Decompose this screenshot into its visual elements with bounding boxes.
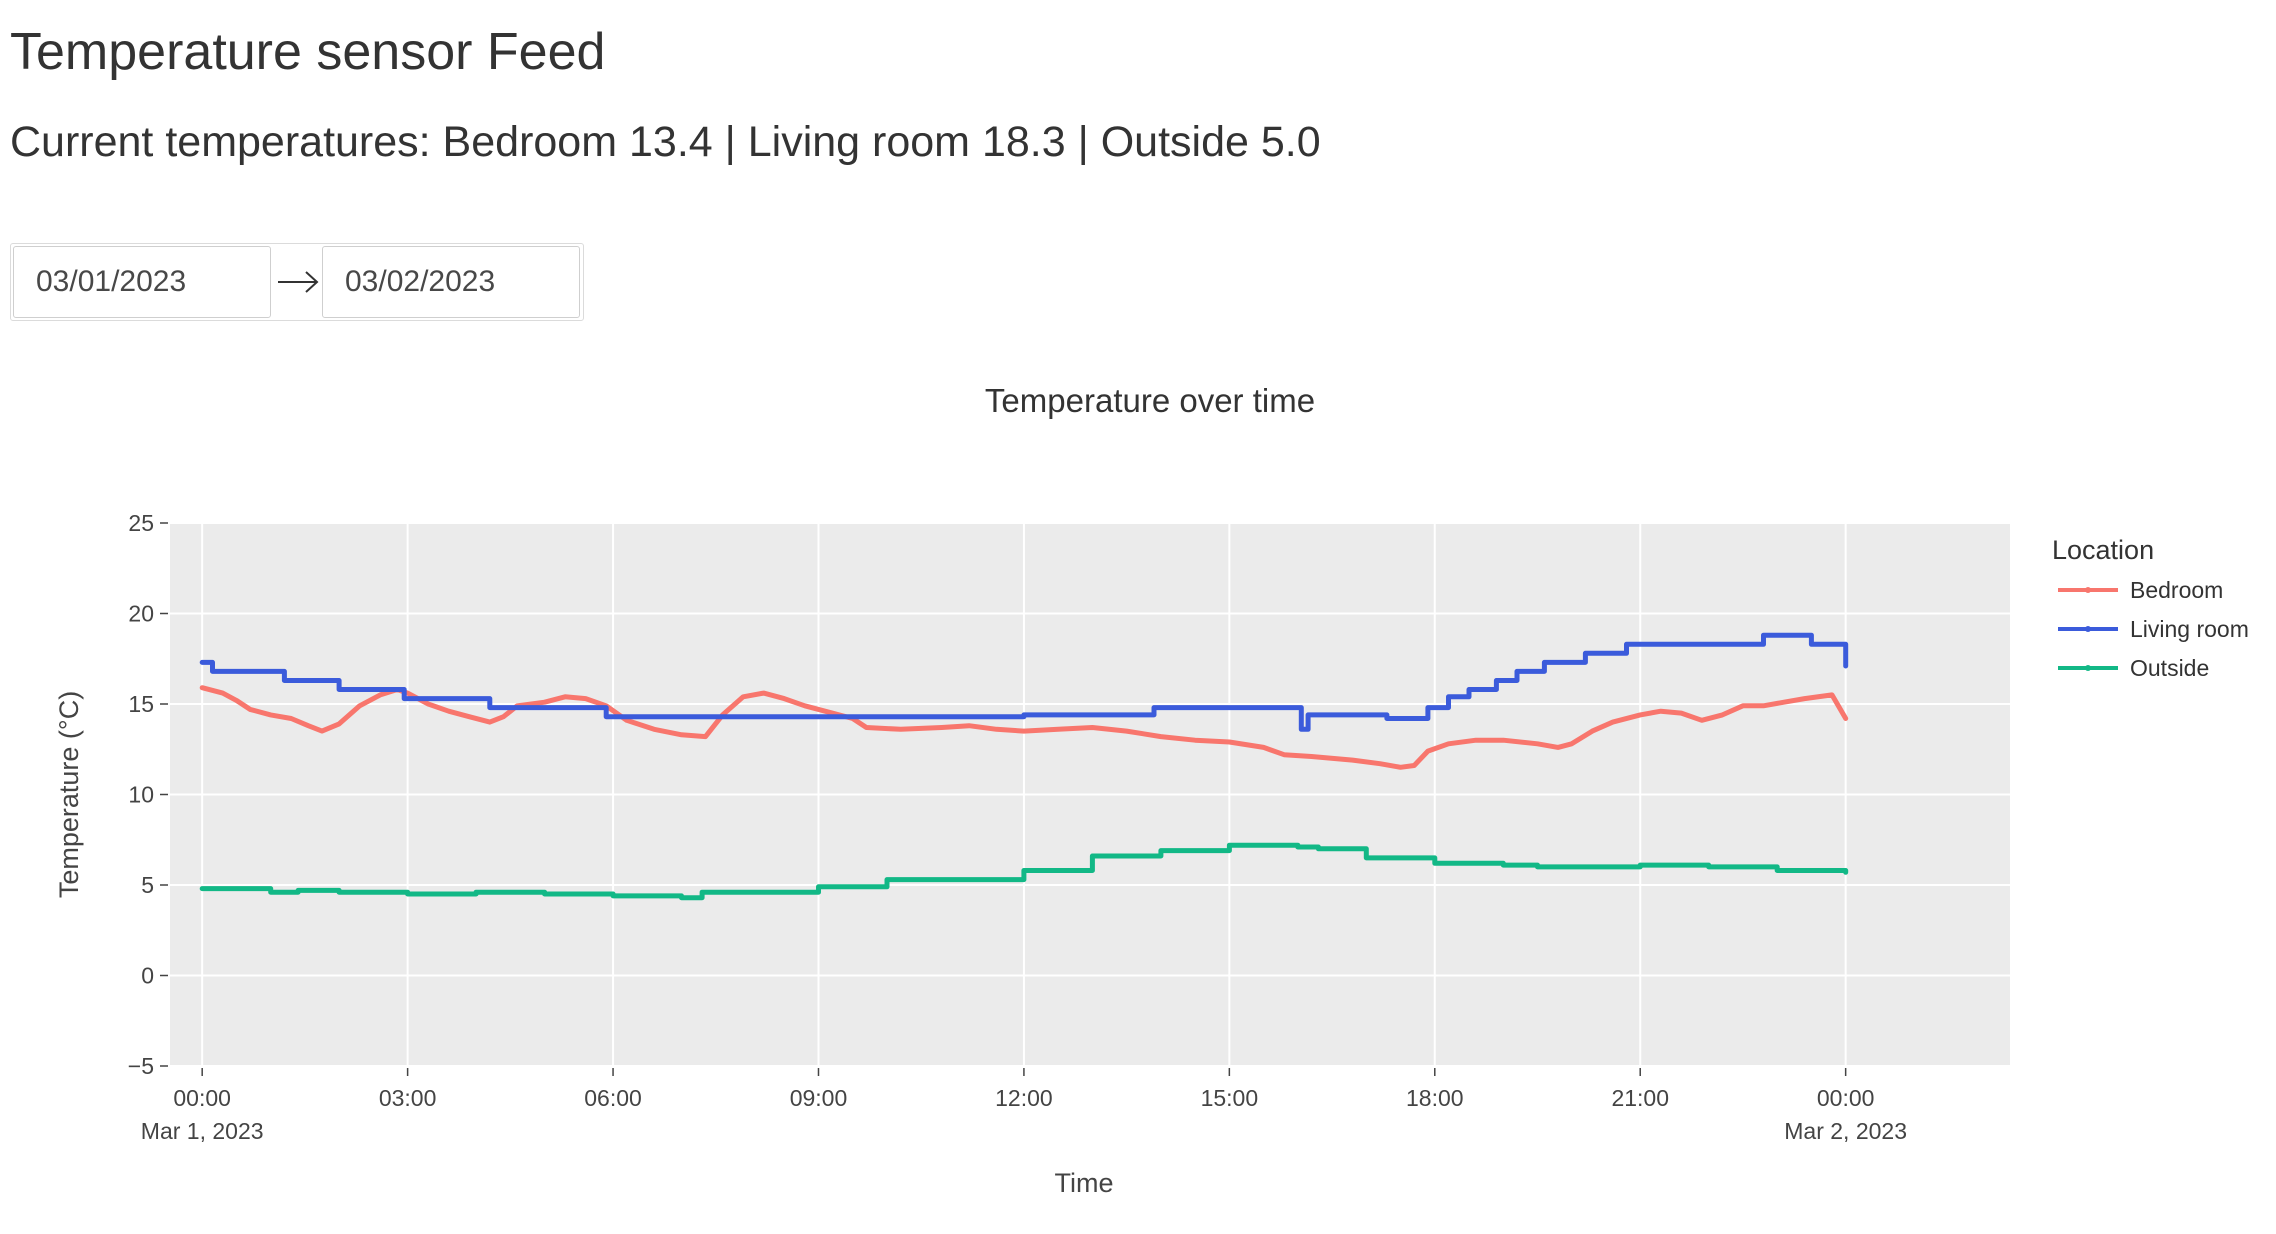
date-range-picker bbox=[10, 243, 584, 321]
y-axis-title: Temperature (°C) bbox=[54, 691, 84, 898]
x-tick-label: 18:00 bbox=[1406, 1085, 1464, 1111]
x-tick-label: 00:00 bbox=[1817, 1085, 1875, 1111]
temperature-chart: Temperature over time −5 0 5 10 15 20 25 00:00 M… bbox=[0, 340, 2276, 1234]
start-date-input[interactable] bbox=[13, 246, 271, 318]
legend-label-outside: Outside bbox=[2130, 655, 2209, 681]
legend-marker-outside bbox=[2085, 665, 2091, 671]
page-title: Temperature sensor Feed bbox=[10, 23, 606, 81]
x-tick-label: 15:00 bbox=[1201, 1085, 1259, 1111]
x-tick-label: 09:00 bbox=[790, 1085, 848, 1111]
x-axis-title: Time bbox=[1055, 1168, 1114, 1198]
legend-title: Location bbox=[2052, 535, 2154, 565]
legend-marker-bedroom bbox=[2085, 587, 2091, 593]
current-temperatures: Current temperatures: Bedroom 13.4 | Liv… bbox=[10, 118, 1321, 166]
x-tick-label: 06:00 bbox=[584, 1085, 642, 1111]
x-tick-label: 03:00 bbox=[379, 1085, 437, 1111]
arrow-right-icon bbox=[278, 271, 319, 293]
series bbox=[199, 632, 1849, 901]
chart-svg: Temperature over time −5 0 5 10 15 20 25 00:00 M… bbox=[54, 382, 2249, 1198]
y-tick-label: 10 bbox=[128, 782, 154, 808]
x-tick-label: 12:00 bbox=[995, 1085, 1053, 1111]
x-tick-sublabel: Mar 2, 2023 bbox=[1784, 1118, 1907, 1144]
x-tick-label: 00:00 bbox=[173, 1085, 231, 1111]
legend-label-living-room: Living room bbox=[2130, 616, 2249, 642]
x-tick-sublabel: Mar 1, 2023 bbox=[141, 1118, 264, 1144]
y-tick-label: 20 bbox=[128, 601, 154, 627]
series-line-outside bbox=[199, 842, 1849, 901]
legend-marker-living-room bbox=[2085, 626, 2091, 632]
y-tick-label: 5 bbox=[141, 872, 154, 898]
legend-label-bedroom: Bedroom bbox=[2130, 577, 2223, 603]
end-date-input[interactable] bbox=[322, 246, 580, 318]
y-tick-label: 25 bbox=[128, 510, 154, 536]
series-line-bedroom bbox=[199, 685, 1849, 770]
series-line-living-room bbox=[199, 632, 1849, 732]
y-tick-label: −5 bbox=[128, 1053, 154, 1079]
grid bbox=[170, 522, 2010, 1067]
axes: −5 0 5 10 15 20 25 00:00 Mar 1, 2023 03:00 06:00 09… bbox=[128, 510, 1907, 1144]
x-tick-label: 21:00 bbox=[1611, 1085, 1669, 1111]
y-tick-label: 15 bbox=[128, 691, 154, 717]
legend: Location Bedroom Living room Outside bbox=[2052, 535, 2249, 681]
y-tick-label: 0 bbox=[141, 963, 154, 989]
chart-title: Temperature over time bbox=[985, 382, 1315, 419]
